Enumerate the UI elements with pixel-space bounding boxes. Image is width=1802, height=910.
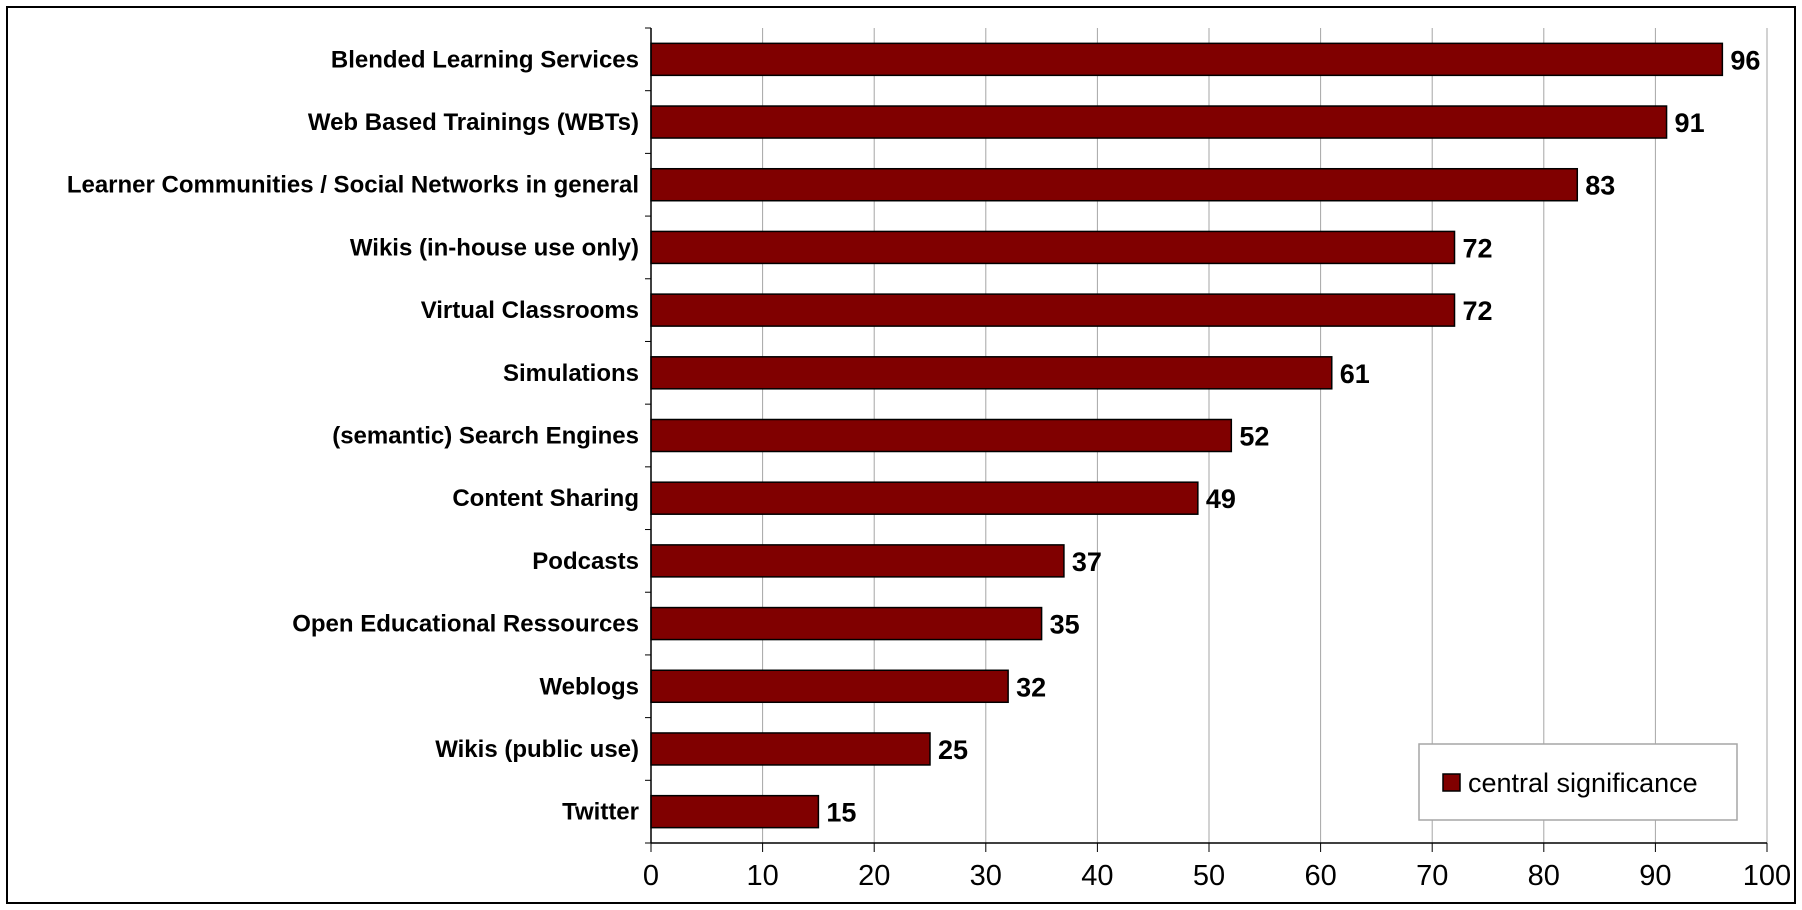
data-label: 96	[1730, 45, 1760, 75]
data-label: 15	[826, 798, 856, 828]
bar	[650, 42, 1724, 77]
bar	[650, 167, 1579, 202]
bar	[650, 293, 1456, 327]
data-label: 32	[1016, 672, 1046, 702]
category-label: Podcasts	[532, 548, 639, 575]
data-label: 91	[1675, 108, 1705, 138]
bar	[650, 544, 1065, 578]
bar	[650, 230, 1456, 265]
data-label: 83	[1585, 171, 1615, 201]
bars: 96 91 83 72 72 61 52 49 37 35 32 25 15	[650, 42, 1760, 829]
data-label: 52	[1239, 422, 1269, 452]
category-label: Blended Learning Services	[331, 46, 639, 73]
bar	[650, 105, 1668, 139]
category-label: Virtual Classrooms	[421, 297, 639, 324]
data-label: 61	[1340, 359, 1370, 389]
category-label: Content Sharing	[452, 485, 639, 512]
x-tick-label: 60	[1304, 860, 1336, 892]
category-label: Weblogs	[539, 673, 639, 700]
legend: central significance	[1418, 743, 1738, 821]
bar	[650, 606, 1043, 641]
x-tick-label: 0	[643, 860, 659, 892]
category-label: Wikis (public use)	[435, 736, 639, 763]
x-tick-label: 20	[858, 860, 890, 892]
x-tick-label: 10	[746, 860, 778, 892]
data-label: 72	[1463, 296, 1493, 326]
x-tick-label: 40	[1081, 860, 1113, 892]
category-label: Simulations	[503, 360, 639, 387]
x-tick-label: 30	[970, 860, 1002, 892]
gridlines	[762, 28, 1768, 843]
category-label: Web Based Trainings (WBTs)	[308, 109, 639, 136]
data-label: 72	[1463, 233, 1493, 263]
bar	[650, 481, 1199, 515]
category-label: Learner Communities / Social Networks in…	[67, 172, 639, 199]
data-label: 49	[1206, 484, 1236, 514]
category-label: Twitter	[562, 799, 639, 826]
bar	[650, 732, 931, 766]
x-tick-label: 80	[1528, 860, 1560, 892]
legend-label: central significance	[1468, 768, 1698, 798]
bar	[650, 356, 1333, 390]
axes: 0 10 20 30 40 50 60 70 80 90 100 Blended Learning S…	[67, 27, 1791, 892]
x-tick-label: 70	[1416, 860, 1448, 892]
data-label: 35	[1050, 610, 1080, 640]
bar	[650, 669, 1009, 704]
data-label: 37	[1072, 547, 1102, 577]
bar	[650, 418, 1233, 453]
x-tick-label: 90	[1639, 860, 1671, 892]
category-label: Open Educational Ressources	[292, 611, 639, 638]
x-tick-label: 100	[1743, 860, 1791, 892]
category-label: Wikis (in-house use only)	[350, 234, 639, 261]
legend-swatch	[1442, 773, 1461, 792]
data-label: 25	[938, 735, 968, 765]
bar	[650, 794, 820, 829]
legend-box	[1418, 743, 1738, 821]
category-label: (semantic) Search Engines	[332, 423, 639, 450]
x-tick-label: 50	[1193, 860, 1225, 892]
